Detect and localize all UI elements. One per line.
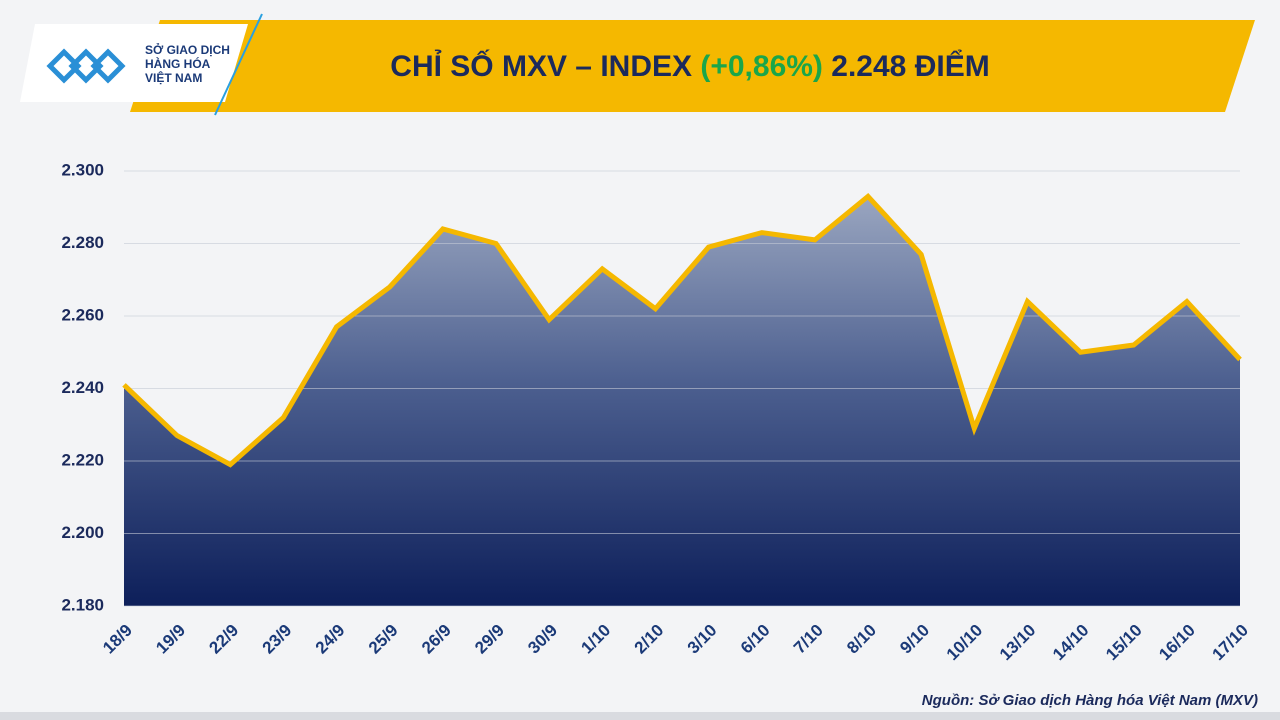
title-change: (+0,86%) xyxy=(700,50,823,83)
y-tick-label: 2.240 xyxy=(61,378,104,397)
y-tick-label: 2.180 xyxy=(61,595,104,614)
area xyxy=(124,196,1240,606)
y-tick-label: 2.220 xyxy=(61,450,104,469)
logo-box xyxy=(20,24,248,102)
logo-text: SỞ GIAO DỊCH xyxy=(145,42,230,57)
chart-title: CHỈ SỐ MXV – INDEX (+0,86%) 2.248 ĐIỂM xyxy=(390,49,989,83)
header-banner xyxy=(130,20,1255,112)
y-tick-label: 2.200 xyxy=(61,523,104,542)
y-tick-label: 2.300 xyxy=(61,160,104,179)
title-part: 2.248 ĐIỂM xyxy=(831,49,989,83)
title-part: CHỈ SỐ MXV – INDEX xyxy=(390,49,692,83)
y-tick-label: 2.280 xyxy=(61,233,104,252)
footer-band xyxy=(0,712,1280,720)
logo-text: HÀNG HÓA xyxy=(145,56,211,71)
logo-icon xyxy=(46,48,126,84)
y-tick-label: 2.260 xyxy=(61,305,104,324)
logo-accent xyxy=(214,13,263,116)
logo-text: VIỆT NAM xyxy=(145,70,202,85)
source-note: Nguồn: Sở Giao dịch Hàng hóa Việt Nam (M… xyxy=(922,692,1258,709)
line xyxy=(122,192,1242,468)
